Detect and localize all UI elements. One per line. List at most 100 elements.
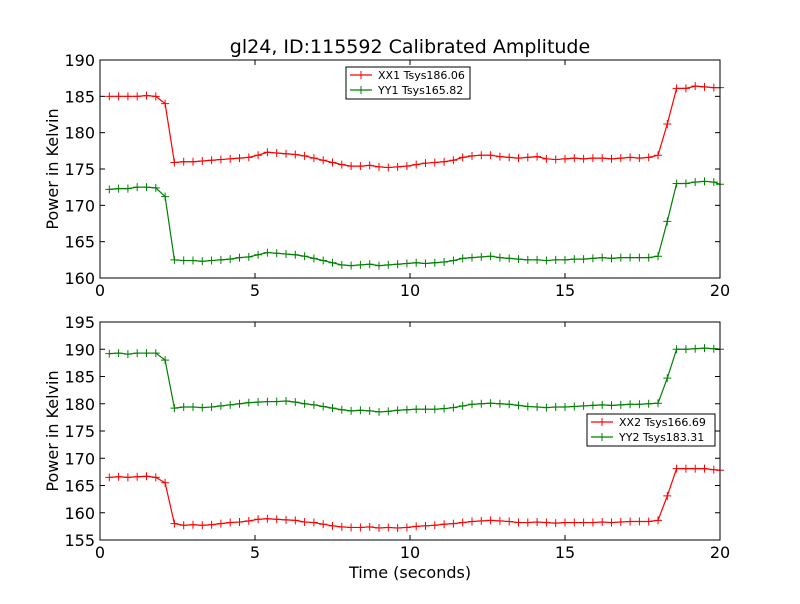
y-tick-label-1-4: 175 <box>64 422 95 441</box>
data-point-0-0-37 <box>449 156 458 165</box>
data-point-1-1-54 <box>607 401 616 410</box>
data-point-0-1-63 <box>691 178 700 187</box>
y-tick-label-0-6: 190 <box>64 51 95 70</box>
data-point-0-1-15 <box>244 252 253 261</box>
data-point-1-1-15 <box>244 398 253 407</box>
data-point-0-1-19 <box>282 250 290 259</box>
data-point-1-1-49 <box>561 403 569 412</box>
data-point-0-0-54 <box>607 154 616 163</box>
data-point-0-1-47 <box>542 256 551 265</box>
data-point-1-0-54 <box>607 518 616 527</box>
data-point-0-1-57 <box>635 253 644 262</box>
data-point-1-1-19 <box>282 397 290 406</box>
y-tick-label-1-2: 165 <box>64 477 95 496</box>
data-point-0-1-14 <box>235 253 244 262</box>
data-point-0-0-24 <box>328 158 337 167</box>
data-point-1-0-61 <box>672 464 681 473</box>
data-point-1-1-33 <box>412 405 421 414</box>
data-point-0-1-48 <box>551 255 560 264</box>
data-point-1-0-5 <box>151 473 160 482</box>
data-point-0-1-0 <box>105 185 114 194</box>
data-point-1-0-10 <box>198 521 207 530</box>
data-point-1-0-0 <box>105 473 114 482</box>
data-point-1-1-34 <box>421 405 430 414</box>
data-point-0-0-34 <box>421 159 430 168</box>
x-tick-label-1-0: 0 <box>95 543 105 562</box>
data-point-1-1-46 <box>533 403 542 412</box>
data-point-1-0-23 <box>319 520 328 529</box>
data-point-0-0-45 <box>523 153 532 162</box>
data-point-0-1-10 <box>198 257 207 266</box>
data-point-0-0-1 <box>114 92 123 101</box>
data-point-1-0-18 <box>272 515 281 524</box>
data-point-0-1-5 <box>151 183 160 192</box>
y-tick-label-0-5: 185 <box>64 87 95 106</box>
data-point-0-0-18 <box>272 149 281 158</box>
data-point-0-0-49 <box>561 154 569 163</box>
data-point-0-1-56 <box>626 253 635 262</box>
data-point-0-0-55 <box>616 154 625 163</box>
data-point-1-1-43 <box>505 400 514 409</box>
data-point-0-1-65 <box>709 178 718 187</box>
data-point-1-1-25 <box>337 405 346 414</box>
data-point-1-0-55 <box>616 518 625 527</box>
data-point-0-1-62 <box>681 179 690 188</box>
data-point-0-0-21 <box>300 151 309 160</box>
data-point-1-1-10 <box>198 403 207 412</box>
data-point-1-0-52 <box>588 518 597 527</box>
data-point-0-1-35 <box>430 258 439 267</box>
data-point-1-0-19 <box>282 515 290 524</box>
data-point-0-1-50 <box>570 255 579 264</box>
y-axis-label-1: Power in Kelvin <box>43 370 62 491</box>
data-point-1-0-59 <box>654 516 662 525</box>
x-axis-label-1: Time (seconds) <box>348 563 471 582</box>
data-point-1-1-12 <box>216 401 225 410</box>
data-point-0-0-33 <box>412 160 421 169</box>
data-point-0-0-32 <box>402 162 411 171</box>
data-point-1-1-65 <box>709 344 718 353</box>
data-point-1-1-7 <box>170 404 179 413</box>
data-point-0-0-3 <box>133 92 142 101</box>
data-point-0-0-50 <box>570 154 579 163</box>
data-point-1-1-30 <box>384 407 393 416</box>
data-point-1-1-5 <box>151 349 160 358</box>
data-point-0-0-56 <box>626 153 635 162</box>
data-point-1-0-14 <box>235 518 244 527</box>
data-point-0-1-45 <box>523 255 532 264</box>
data-point-0-1-8 <box>179 256 188 265</box>
data-point-1-1-50 <box>570 402 579 411</box>
data-point-0-1-30 <box>384 260 393 269</box>
data-point-1-0-3 <box>133 472 142 481</box>
data-point-0-0-29 <box>375 162 383 171</box>
data-point-0-1-7 <box>170 255 179 264</box>
data-point-0-1-61 <box>672 179 681 188</box>
data-point-0-1-21 <box>300 252 309 261</box>
data-point-0-1-27 <box>356 260 365 269</box>
data-point-1-0-46 <box>533 518 542 527</box>
data-point-1-1-13 <box>226 400 235 409</box>
series-line-1-1 <box>109 347 721 413</box>
data-point-1-1-61 <box>672 345 681 354</box>
data-point-0-1-3 <box>133 183 142 192</box>
data-point-0-1-33 <box>412 258 421 267</box>
y-tick-label-0-4: 180 <box>64 124 95 143</box>
data-point-1-1-26 <box>347 406 356 415</box>
data-point-1-1-47 <box>542 403 551 412</box>
data-point-0-0-59 <box>654 151 662 160</box>
data-point-0-1-12 <box>216 255 225 264</box>
data-point-0-0-11 <box>207 156 216 165</box>
data-point-1-1-60 <box>663 374 672 383</box>
series-line-1-0 <box>109 468 721 529</box>
legend-box-0 <box>345 66 471 100</box>
data-point-0-1-44 <box>514 255 523 264</box>
data-point-1-1-41 <box>486 399 495 408</box>
data-point-0-0-40 <box>477 151 486 160</box>
data-point-0-0-14 <box>235 154 244 163</box>
data-point-1-1-22 <box>309 400 318 409</box>
legend-label-1-1: YY2 Tsys183.31 <box>618 431 704 444</box>
y-tick-label-0-2: 170 <box>64 196 95 215</box>
data-point-0-1-39 <box>468 253 476 262</box>
data-point-1-0-57 <box>635 517 644 526</box>
data-point-0-0-19 <box>282 149 290 158</box>
data-point-1-0-32 <box>402 523 411 532</box>
